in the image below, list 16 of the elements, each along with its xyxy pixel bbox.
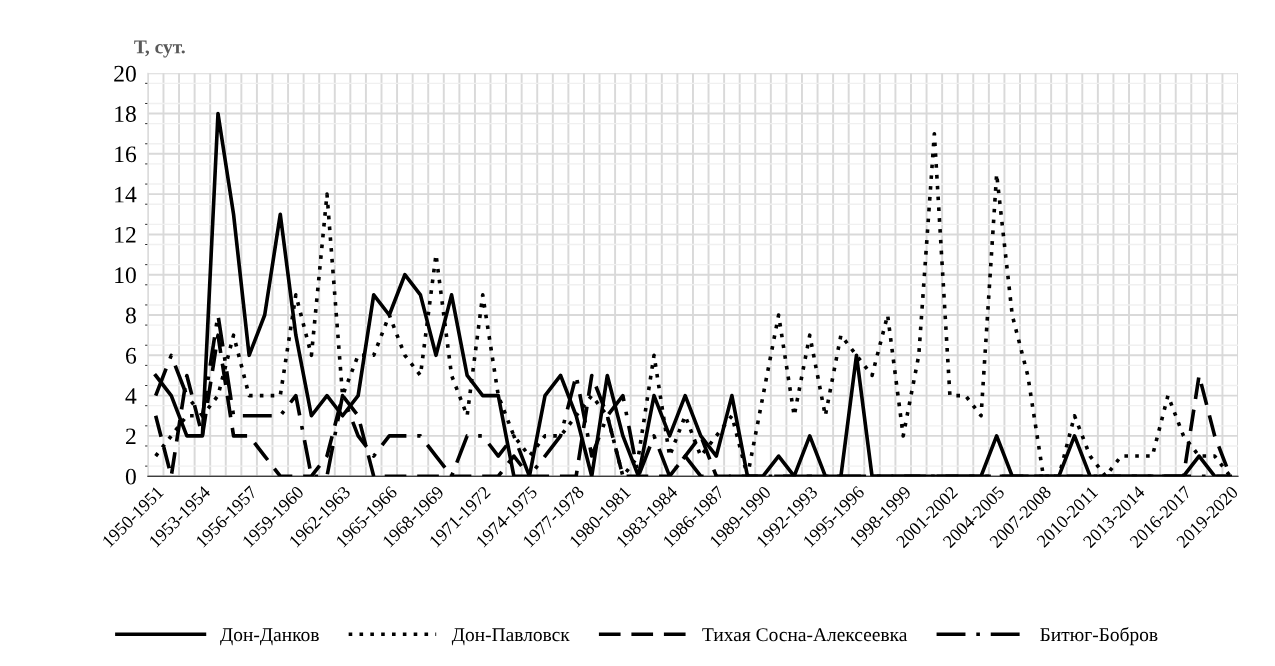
y-tick-label: 4 bbox=[125, 388, 137, 404]
y-tick-label: 6 bbox=[126, 347, 137, 364]
y-tick-label: 2 bbox=[126, 428, 136, 445]
y-tick-label: 0 bbox=[125, 468, 136, 485]
legend-label: Битюг-Бобров bbox=[1040, 627, 1158, 646]
y-tick-label: 16 bbox=[115, 146, 137, 163]
y-tick-label: 20 bbox=[114, 65, 136, 82]
y-tick-label: 8 bbox=[125, 307, 136, 324]
legend-label: Тихая Сосна-Алексеевка bbox=[702, 628, 908, 642]
y-tick-label: 12 bbox=[115, 226, 136, 243]
y-axis-title: Т, сут. bbox=[134, 40, 185, 58]
legend-label: Дон-Данков bbox=[220, 628, 319, 646]
y-tick-label: 18 bbox=[115, 106, 136, 122]
y-tick-label: 10 bbox=[115, 267, 136, 284]
legend-label: Дон-Павловск bbox=[451, 628, 570, 646]
y-tick-label: 14 bbox=[115, 186, 137, 203]
